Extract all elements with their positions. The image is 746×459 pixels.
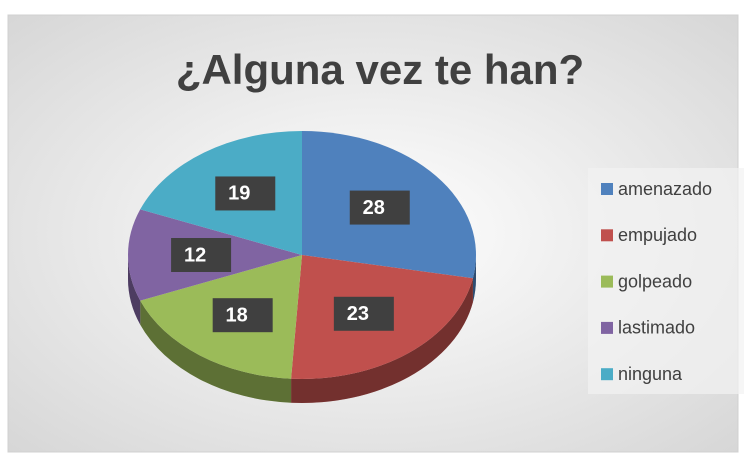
data-label-box [333, 296, 394, 331]
legend-box [588, 168, 744, 394]
data-label: 18 [226, 304, 248, 326]
pie-slice-side-shade [291, 278, 473, 403]
pie-slice-side [472, 255, 476, 303]
legend-swatch [601, 321, 613, 334]
data-label-box [349, 190, 410, 225]
legend-swatch [601, 229, 613, 242]
legend-label: amenazado [618, 179, 712, 199]
legend-swatch [601, 275, 613, 288]
data-label: 23 [347, 303, 369, 325]
data-label-box [212, 298, 273, 333]
data-label-box [215, 176, 276, 211]
pie-slice-side-shade [128, 255, 141, 325]
data-label: 28 [363, 197, 385, 219]
legend-label: empujado [618, 225, 697, 245]
data-label-box [171, 238, 232, 272]
legend-label: ninguna [618, 364, 683, 384]
legend: amenazado empujado golpeado lastimado ningun… [601, 179, 712, 384]
pie-slice-side-shade [472, 255, 476, 303]
legend-label: lastimado [618, 318, 695, 338]
data-label: 12 [184, 244, 206, 266]
pie-side [128, 255, 476, 403]
legend-swatch [601, 368, 613, 381]
data-label: 19 [228, 183, 250, 205]
chart-title: ¿Alguna vez te han? [176, 46, 584, 93]
pie-slice-side [291, 278, 473, 403]
legend-swatch [601, 183, 613, 195]
pie-slice-side [140, 300, 292, 403]
legend-label: golpeado [618, 271, 692, 291]
pie-slice-side-shade [140, 300, 292, 403]
data-labels: 28%23%18%12%19% [171, 176, 410, 333]
pie-slice-side [128, 255, 141, 325]
